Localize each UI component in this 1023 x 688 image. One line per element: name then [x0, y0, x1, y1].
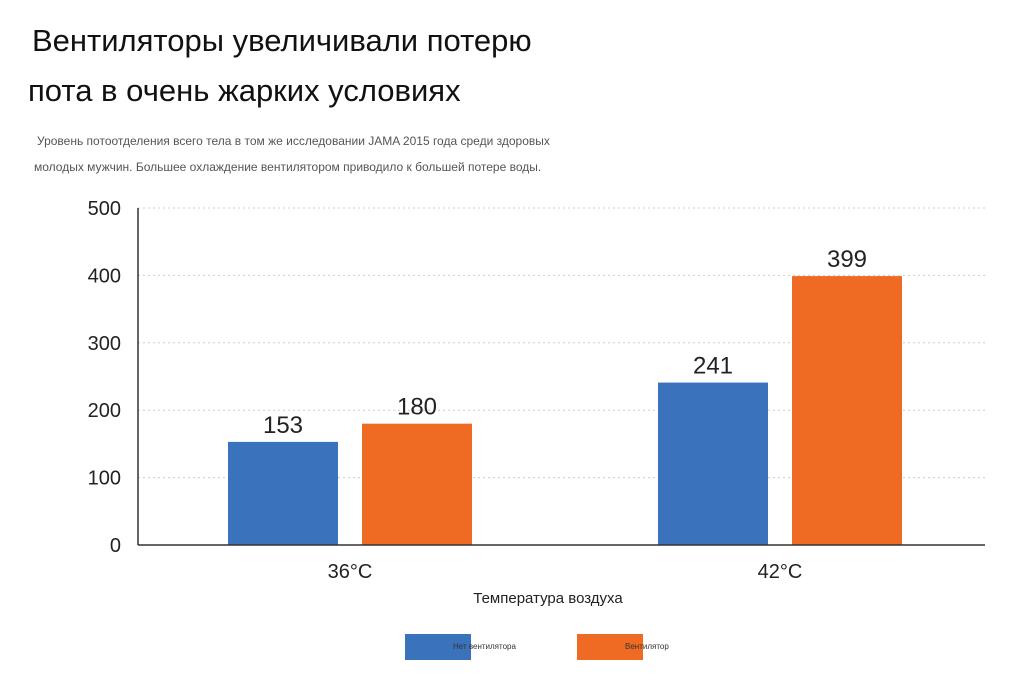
data-label-1-1: 399 — [827, 246, 867, 273]
data-label-0-0: 153 — [263, 412, 303, 439]
data-label-1-0: 180 — [397, 394, 437, 421]
bar-0-0 — [228, 441, 338, 545]
y-tick-label-200: 200 — [88, 400, 121, 422]
axes: 0 100 200 300 400 500 36°C 42°C Температура возд… — [88, 198, 985, 607]
legend-swatch-no-fan — [405, 634, 471, 660]
y-tick-label-500: 500 — [88, 198, 121, 220]
bars: 153 180 241 399 — [228, 246, 902, 545]
chart-subtitle-line-1: Уровень потоотделения всего тела в том ж… — [37, 134, 550, 148]
x-axis-title: Температура воздуха — [473, 590, 623, 607]
bar-0-1 — [658, 382, 768, 545]
legend-label-no-fan: Нет вентилятора — [453, 642, 516, 651]
y-tick-label-100: 100 — [88, 468, 121, 490]
bar-1-1 — [792, 276, 902, 545]
x-tick-label-0: 36°C — [328, 561, 373, 583]
x-tick-label-1: 42°C — [758, 561, 803, 583]
chart-title-line-1: Вентиляторы увеличивали потерю — [32, 23, 532, 58]
y-tick-label-400: 400 — [88, 265, 121, 287]
chart-title-line-2: пота в очень жарких условиях — [28, 73, 461, 108]
bar-1-0 — [362, 423, 472, 545]
chart-subtitle-line-2: молодых мужчин. Большее охлаждение венти… — [34, 160, 542, 174]
y-tick-label-300: 300 — [88, 333, 121, 355]
legend-swatch-fan — [577, 634, 643, 660]
data-label-0-1: 241 — [693, 353, 733, 380]
legend-label-fan: Вентилятор — [625, 642, 669, 651]
y-tick-label-0: 0 — [110, 535, 121, 557]
